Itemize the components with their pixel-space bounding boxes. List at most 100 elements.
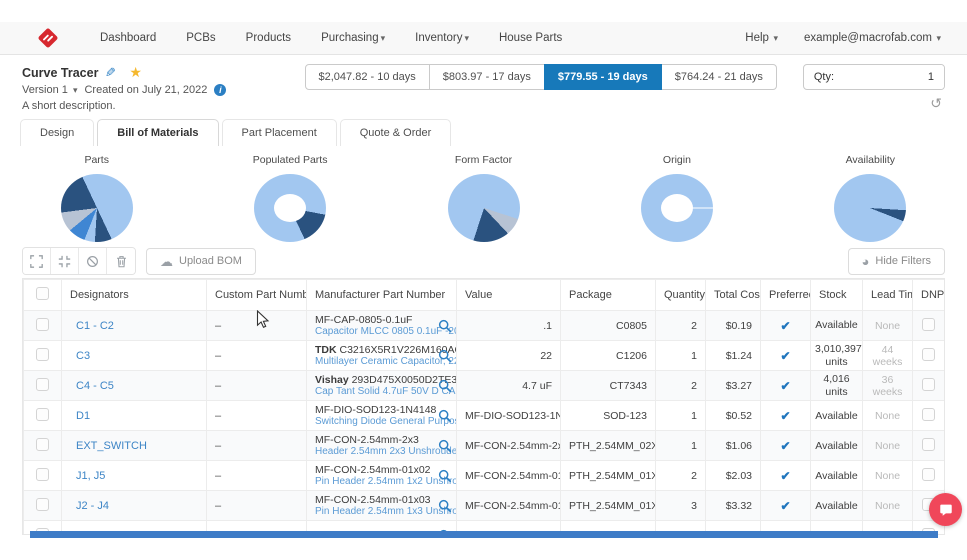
price-option-button[interactable]: $803.97 - 17 days	[428, 64, 545, 90]
custom-part-number-cell[interactable]: –	[206, 400, 307, 432]
table-row[interactable]: J1, J5 – MF-CON-2.54mm-01x02 Pin Header …	[23, 460, 944, 492]
preferred-cell[interactable]: ✔	[760, 460, 811, 492]
hide-filters-button[interactable]: ◕ Hide Filters	[847, 247, 945, 275]
value-cell[interactable]: MF-DIO-SOD123-1N4148	[456, 400, 561, 432]
tab-quote-order[interactable]: Quote & Order	[339, 119, 452, 146]
quantity-cell[interactable]: 2	[655, 460, 706, 492]
preferred-cell[interactable]: ✔	[760, 339, 811, 372]
row-checkbox[interactable]	[36, 317, 49, 331]
package-cell[interactable]: CT7343	[560, 370, 656, 402]
custom-part-number-cell[interactable]: –	[206, 460, 307, 492]
custom-part-number-cell[interactable]: –	[206, 339, 307, 372]
row-checkbox[interactable]	[36, 527, 49, 534]
custom-part-number-cell[interactable]: –	[206, 430, 307, 462]
pie-chart-availability[interactable]: Availability	[774, 154, 967, 242]
chat-button[interactable]	[929, 493, 962, 526]
search-part-icon[interactable]	[438, 379, 452, 393]
search-part-icon[interactable]	[438, 439, 452, 453]
nav-item-pcbs[interactable]: PCBs	[186, 32, 216, 44]
price-option-button[interactable]: $764.24 - 21 days	[660, 64, 777, 90]
package-cell[interactable]: PTH_2.54MM_01X02	[560, 460, 656, 492]
search-part-icon[interactable]	[438, 349, 452, 363]
part-description-link[interactable]: Pin Header 2.54mm 1x2 Unshrouded 2	[315, 476, 456, 488]
preferred-cell[interactable]: ✔	[760, 490, 811, 522]
dnp-checkbox[interactable]	[922, 377, 935, 391]
quantity-cell[interactable]: 3	[655, 490, 706, 522]
value-cell[interactable]: MF-CON-2.54mm-01x02	[456, 460, 561, 492]
table-row[interactable]: C1 - C2 – MF-CAP-0805-0.1uF Capacitor ML…	[23, 310, 944, 341]
nav-item-dashboard[interactable]: Dashboard	[100, 32, 157, 44]
value-cell[interactable]: .1	[456, 310, 561, 341]
dnp-checkbox[interactable]	[922, 467, 935, 481]
part-description-link[interactable]: Multilayer Ceramic Capacitor, 22 uF, 3	[315, 356, 456, 368]
collapse-rows-button[interactable]	[51, 248, 79, 274]
designator-link[interactable]: C3	[76, 349, 91, 362]
row-checkbox[interactable]	[36, 407, 49, 421]
dnp-checkbox[interactable]	[922, 317, 935, 331]
value-cell[interactable]: 22	[456, 339, 561, 372]
table-row[interactable]: JP1 - JP3 – MF-RES-0805-0 0 R0805 3 $0	[23, 520, 944, 534]
custom-part-number-cell[interactable]: –	[206, 490, 307, 522]
table-row[interactable]: C4 - C5 – Vishay 293D475X0050D2TE3 Cap T…	[23, 370, 944, 402]
version-select[interactable]: Version 1 ▾	[22, 84, 78, 96]
quantity-cell[interactable]: 2	[655, 370, 706, 402]
table-row[interactable]: D1 – MF-DIO-SOD123-1N4148 Switching Diod…	[23, 400, 944, 432]
value-cell[interactable]: 4.7 uF	[456, 370, 561, 402]
dnp-checkbox[interactable]	[922, 407, 935, 421]
custom-part-number-cell[interactable]: –	[206, 370, 307, 402]
table-row[interactable]: EXT_SWITCH – MF-CON-2.54mm-2x3 Header 2.…	[23, 430, 944, 462]
search-part-icon[interactable]	[438, 469, 452, 483]
tab-bill-of-materials[interactable]: Bill of Materials	[97, 119, 219, 146]
quantity-cell[interactable]: 2	[655, 310, 706, 341]
preferred-cell[interactable]: ✔	[760, 310, 811, 341]
favorite-star-icon[interactable]: ★	[129, 64, 142, 80]
nav-item-house-parts[interactable]: House Parts	[498, 32, 563, 44]
preferred-cell[interactable]: ✔	[760, 370, 811, 402]
designator-link[interactable]: C4 - C5	[76, 379, 114, 392]
quantity-cell[interactable]: 1	[655, 430, 706, 462]
quantity-cell[interactable]: 1	[655, 339, 706, 372]
bottom-blue-scrollbar[interactable]	[30, 531, 938, 538]
pie-chart-parts[interactable]: Parts	[0, 154, 193, 242]
price-option-button[interactable]: $2,047.82 - 10 days	[304, 64, 430, 90]
macrofab-logo-icon[interactable]	[36, 26, 60, 50]
nav-help[interactable]: Help ▾	[745, 32, 778, 44]
qty-input[interactable]	[844, 65, 944, 89]
pie-chart-populated-parts[interactable]: Populated Parts	[193, 154, 386, 242]
part-description-link[interactable]: Header 2.54mm 2x3 Unshrouded 6 Pin	[315, 446, 456, 458]
info-icon[interactable]: i	[214, 84, 227, 96]
pie-chart-origin[interactable]: Origin	[580, 154, 773, 242]
value-cell[interactable]: MF-CON-2.54mm-2x3	[456, 430, 561, 462]
quantity-cell[interactable]: 1	[655, 400, 706, 432]
designator-link[interactable]: J1, J5	[76, 469, 106, 482]
part-description-link[interactable]: Capacitor MLCC 0805 0.1uF -20% +80	[315, 326, 456, 337]
price-option-button[interactable]: $779.55 - 19 days	[543, 64, 662, 90]
tab-design[interactable]: Design	[20, 119, 95, 146]
preferred-cell[interactable]: ✔	[760, 430, 811, 462]
dnp-checkbox[interactable]	[922, 437, 935, 451]
row-checkbox[interactable]	[36, 437, 49, 451]
package-cell[interactable]: C1206	[560, 339, 656, 372]
preferred-cell[interactable]: ✔	[760, 400, 811, 432]
nav-item-inventory[interactable]: Inventory ▾	[415, 32, 469, 44]
row-checkbox[interactable]	[36, 497, 49, 511]
search-part-icon[interactable]	[438, 319, 452, 333]
delete-rows-button[interactable]	[107, 248, 135, 274]
search-part-icon[interactable]	[438, 499, 452, 513]
select-all-checkbox[interactable]	[36, 287, 49, 300]
custom-part-number-cell[interactable]: –	[206, 310, 307, 341]
tab-part-placement[interactable]: Part Placement	[221, 119, 337, 146]
pie-chart-form-factor[interactable]: Form Factor	[387, 154, 580, 242]
table-row[interactable]: C3 – TDK C3216X5R1V226M160AC Multilayer …	[23, 339, 944, 372]
value-cell[interactable]: MF-CON-2.54mm-01x03	[456, 490, 561, 522]
dnp-checkbox[interactable]	[922, 347, 935, 361]
expand-rows-button[interactable]	[23, 248, 51, 274]
nav-item-purchasing[interactable]: Purchasing ▾	[321, 32, 386, 44]
row-checkbox[interactable]	[36, 467, 49, 481]
edit-title-icon[interactable]: ✎	[105, 64, 117, 80]
search-part-icon[interactable]	[438, 529, 452, 534]
designator-link[interactable]: D1	[76, 409, 91, 422]
part-description-link[interactable]: Switching Diode General Purpose 100	[315, 416, 456, 428]
package-cell[interactable]: PTH_2.54MM_01X03	[560, 490, 656, 522]
history-undo-icon[interactable]: ↺	[930, 95, 942, 111]
